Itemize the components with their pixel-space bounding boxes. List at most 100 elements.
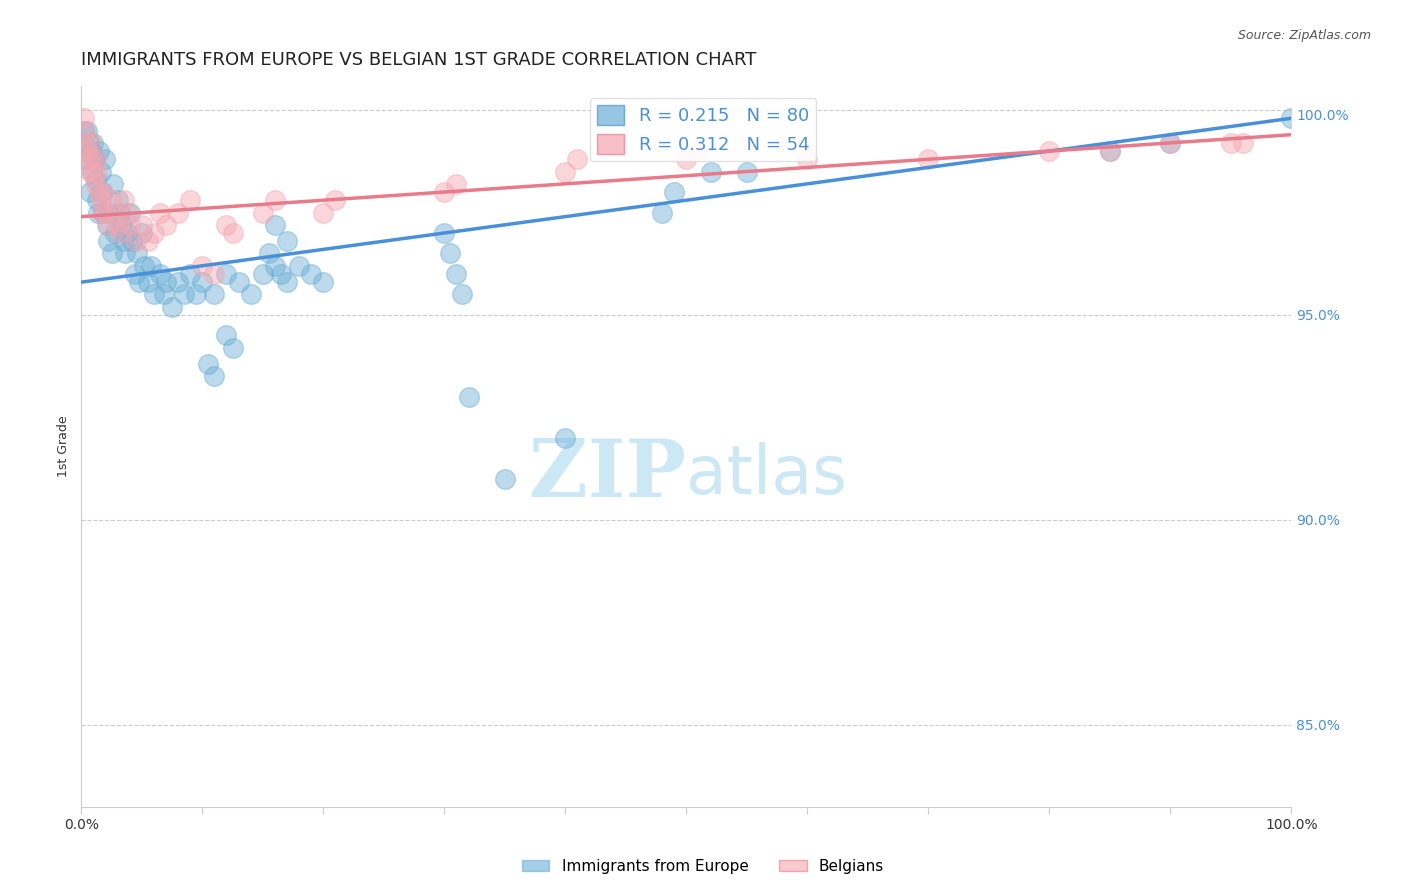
Point [228, 275, 250, 289]
Point [89, 185, 111, 199]
Point [312, 275, 335, 289]
Point [82, 164, 104, 178]
Point [1159, 136, 1181, 150]
Point [75, 136, 97, 150]
Point [1159, 136, 1181, 150]
Point [94, 153, 117, 167]
Point [112, 193, 135, 207]
Point [202, 287, 225, 301]
Point [79, 185, 101, 199]
Point [86, 193, 108, 207]
Point [152, 287, 174, 301]
Point [439, 246, 461, 260]
Point [160, 300, 183, 314]
Legend: R = 0.215   N = 80, R = 0.312   N = 54: R = 0.215 N = 80, R = 0.312 N = 54 [591, 98, 817, 161]
Legend: Immigrants from Europe, Belgians: Immigrants from Europe, Belgians [516, 853, 890, 880]
Point [104, 205, 127, 219]
Point [82, 153, 104, 167]
Point [433, 226, 456, 240]
Point [202, 369, 225, 384]
Point [186, 287, 208, 301]
Point [197, 357, 219, 371]
Point [299, 267, 322, 281]
Point [688, 144, 710, 158]
Point [76, 123, 98, 137]
Point [82, 136, 104, 150]
Point [96, 218, 118, 232]
Point [121, 234, 143, 248]
Point [84, 153, 107, 167]
Point [86, 164, 108, 178]
Point [257, 246, 280, 260]
Point [276, 234, 298, 248]
Point [114, 246, 136, 260]
Point [179, 193, 201, 207]
Text: IMMIGRANTS FROM EUROPE VS BELGIAN 1ST GRADE CORRELATION CHART: IMMIGRANTS FROM EUROPE VS BELGIAN 1ST GR… [82, 51, 756, 69]
Point [94, 205, 117, 219]
Point [91, 185, 114, 199]
Point [90, 205, 112, 219]
Point [1098, 144, 1121, 158]
Point [87, 205, 110, 219]
Point [264, 259, 287, 273]
Point [215, 328, 238, 343]
Text: atlas: atlas [686, 442, 848, 508]
Point [252, 267, 274, 281]
Point [651, 205, 673, 219]
Point [1038, 144, 1060, 158]
Point [142, 287, 165, 301]
Point [73, 123, 96, 137]
Point [917, 153, 939, 167]
Point [128, 275, 150, 289]
Point [125, 246, 148, 260]
Text: ZIP: ZIP [529, 436, 686, 514]
Point [79, 164, 101, 178]
Point [735, 164, 758, 178]
Point [288, 259, 311, 273]
Point [73, 112, 96, 126]
Text: Source: ZipAtlas.com: Source: ZipAtlas.com [1237, 29, 1371, 42]
Point [179, 267, 201, 281]
Point [82, 164, 104, 178]
Point [270, 267, 292, 281]
Point [80, 136, 103, 150]
Point [136, 275, 159, 289]
Point [494, 472, 516, 486]
Point [108, 205, 131, 219]
Point [446, 267, 468, 281]
Point [136, 234, 159, 248]
Point [796, 153, 818, 167]
Point [191, 275, 214, 289]
Point [107, 193, 129, 207]
Point [101, 177, 124, 191]
Point [91, 205, 114, 219]
Point [108, 226, 131, 240]
Point [117, 205, 139, 219]
Point [83, 153, 105, 167]
Point [221, 341, 243, 355]
Point [98, 205, 121, 219]
Point [84, 173, 107, 187]
Point [699, 164, 721, 178]
Point [446, 177, 468, 191]
Point [239, 287, 262, 301]
Point [675, 153, 697, 167]
Point [567, 153, 589, 167]
Point [90, 193, 112, 207]
Point [104, 226, 127, 240]
Point [1279, 112, 1302, 126]
Point [142, 226, 165, 240]
Point [76, 144, 98, 158]
Point [202, 267, 225, 281]
Point [276, 275, 298, 289]
Point [312, 205, 335, 219]
Point [97, 218, 120, 232]
Point [451, 287, 474, 301]
Point [107, 218, 129, 232]
Point [77, 136, 100, 150]
Point [112, 234, 135, 248]
Point [433, 185, 456, 199]
Point [80, 144, 103, 158]
Point [191, 259, 214, 273]
Point [664, 185, 686, 199]
